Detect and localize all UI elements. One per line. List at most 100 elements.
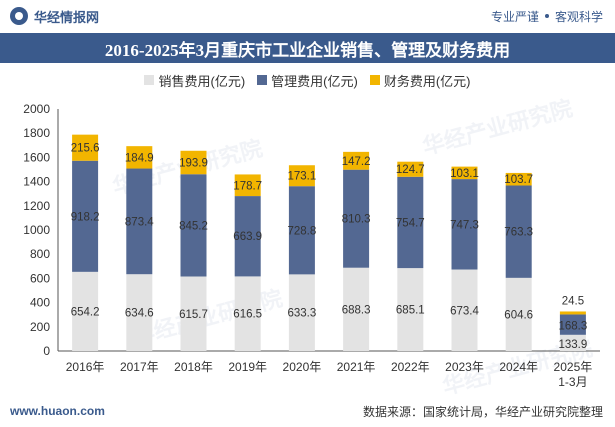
bar-2-7 (451, 166, 478, 180)
bar-1-2 (180, 174, 207, 277)
bar-1-5 (343, 169, 370, 268)
data-label-2-2: 193.9 (179, 158, 208, 170)
y-tick-label-4: 800 (30, 247, 50, 261)
bar-0-5 (343, 267, 370, 351)
x-tick-label-4: 2020年 (283, 360, 322, 374)
bar-1-3 (234, 196, 261, 277)
x-tick-label-6: 2022年 (391, 360, 430, 374)
data-label-1-9: 168.3 (559, 321, 588, 333)
huajing-logo-icon (10, 7, 28, 25)
data-label-0-6: 685.1 (396, 305, 425, 317)
bar-0-0 (72, 271, 99, 351)
bar-2-6 (397, 161, 424, 177)
data-label-2-6: 124.7 (396, 164, 425, 176)
brand: 华经情报网 (10, 7, 99, 26)
bar-2-5 (343, 151, 370, 170)
data-label-0-0: 654.2 (71, 306, 100, 318)
bar-2-1 (126, 146, 153, 169)
bar-0-4 (288, 274, 315, 351)
bar-0-3 (234, 276, 261, 351)
y-tick-label-1: 200 (30, 320, 50, 334)
chart-title: 2016-2025年3月重庆市工业企业销售、管理及财务费用 (0, 33, 615, 63)
legend-swatch-sales (144, 75, 155, 85)
footer-website: www.huaon.com (10, 404, 105, 418)
bar-1-1 (126, 168, 153, 275)
y-tick-label-10: 2000 (23, 102, 50, 116)
data-label-0-7: 673.4 (450, 305, 479, 317)
y-tick-label-7: 1400 (23, 175, 50, 189)
bar-2-4 (288, 165, 315, 187)
data-label-0-8: 604.6 (504, 309, 533, 321)
data-label-0-4: 633.3 (288, 308, 317, 320)
x-tick-label-7: 2023年 (445, 360, 484, 374)
x-tick-label-8: 2024年 (499, 360, 538, 374)
footer-source: 数据来源：国家统计局，华经产业研究院整理 (362, 404, 603, 419)
bar-1-4 (288, 186, 315, 275)
separator-dot-icon (544, 14, 549, 18)
x-tick-label-1: 2017年 (120, 360, 159, 374)
y-tick-label-9: 1800 (23, 126, 50, 140)
legend-item-finance: 财务费用(亿元) (369, 71, 471, 90)
slogan: 专业严谨 客观科学 (491, 8, 603, 25)
data-label-1-0: 918.2 (71, 211, 100, 223)
data-label-0-3: 616.5 (233, 309, 262, 321)
data-label-2-1: 184.9 (125, 152, 154, 164)
data-label-2-5: 147.2 (342, 156, 371, 168)
data-label-1-5: 810.3 (342, 214, 371, 226)
y-tick-label-0: 0 (43, 344, 50, 358)
data-label-2-3: 178.7 (233, 180, 262, 192)
bar-1-0 (72, 160, 99, 272)
bar-2-8 (505, 172, 532, 186)
bar-1-9 (559, 314, 586, 335)
footer: www.huaon.com 数据来源：国家统计局，华经产业研究院整理 (0, 395, 615, 427)
x-tick-label-9: 2025年 (554, 360, 593, 374)
legend-label-management: 管理费用(亿元) (271, 73, 358, 89)
y-tick-label-3: 600 (30, 271, 50, 285)
bar-1-7 (451, 179, 478, 270)
x-tick-label-0: 2016年 (66, 360, 105, 374)
data-label-1-4: 728.8 (288, 225, 317, 237)
bar-2-3 (234, 174, 261, 197)
y-tick-label-6: 1200 (23, 199, 50, 213)
bar-0-9 (559, 334, 586, 351)
bar-0-7 (451, 269, 478, 351)
data-label-2-4: 173.1 (288, 171, 317, 183)
data-label-1-2: 845.2 (179, 220, 208, 232)
data-label-1-8: 763.3 (504, 227, 533, 239)
data-label-1-1: 873.4 (125, 216, 154, 228)
bar-2-2 (180, 150, 207, 175)
x-tick-label-9-line1: 1-3月 (558, 375, 587, 389)
data-label-0-5: 688.3 (342, 304, 371, 316)
data-label-2-0: 215.6 (71, 143, 100, 155)
x-tick-label-2: 2018年 (174, 360, 213, 374)
legend-swatch-management (257, 75, 268, 85)
x-tick-label-3: 2019年 (228, 360, 267, 374)
data-label-0-2: 615.7 (179, 309, 208, 321)
data-label-0-1: 634.6 (125, 308, 154, 320)
y-tick-label-5: 1000 (23, 223, 50, 237)
x-tick-label-5: 2021年 (337, 360, 376, 374)
data-label-0-9: 133.9 (559, 339, 588, 351)
legend-item-sales: 销售费用(亿元) (144, 71, 245, 90)
legend-label-sales: 销售费用(亿元) (158, 73, 246, 89)
chart-legend: 销售费用(亿元) 管理费用(亿元) 财务费用(亿元) (0, 70, 615, 90)
data-label-2-9: 24.5 (562, 295, 584, 307)
y-tick-label-2: 400 (30, 296, 50, 310)
legend-label-finance: 财务费用(亿元) (383, 73, 471, 89)
data-label-1-3: 663.9 (233, 231, 262, 243)
slogan-right: 客观科学 (554, 9, 603, 24)
data-label-2-7: 103.1 (450, 168, 479, 180)
data-label-1-6: 754.7 (396, 217, 425, 229)
data-label-1-7: 747.3 (450, 219, 479, 231)
bar-1-8 (505, 185, 532, 278)
bar-2-9 (559, 311, 586, 315)
bar-0-8 (505, 277, 532, 351)
brand-name: 华经情报网 (34, 9, 100, 25)
legend-swatch-finance (369, 75, 380, 85)
slogan-left: 专业严谨 (490, 9, 539, 24)
bar-1-6 (397, 176, 424, 269)
y-tick-label-8: 1600 (23, 150, 50, 164)
bar-0-1 (126, 274, 153, 351)
data-label-2-8: 103.7 (504, 174, 533, 186)
